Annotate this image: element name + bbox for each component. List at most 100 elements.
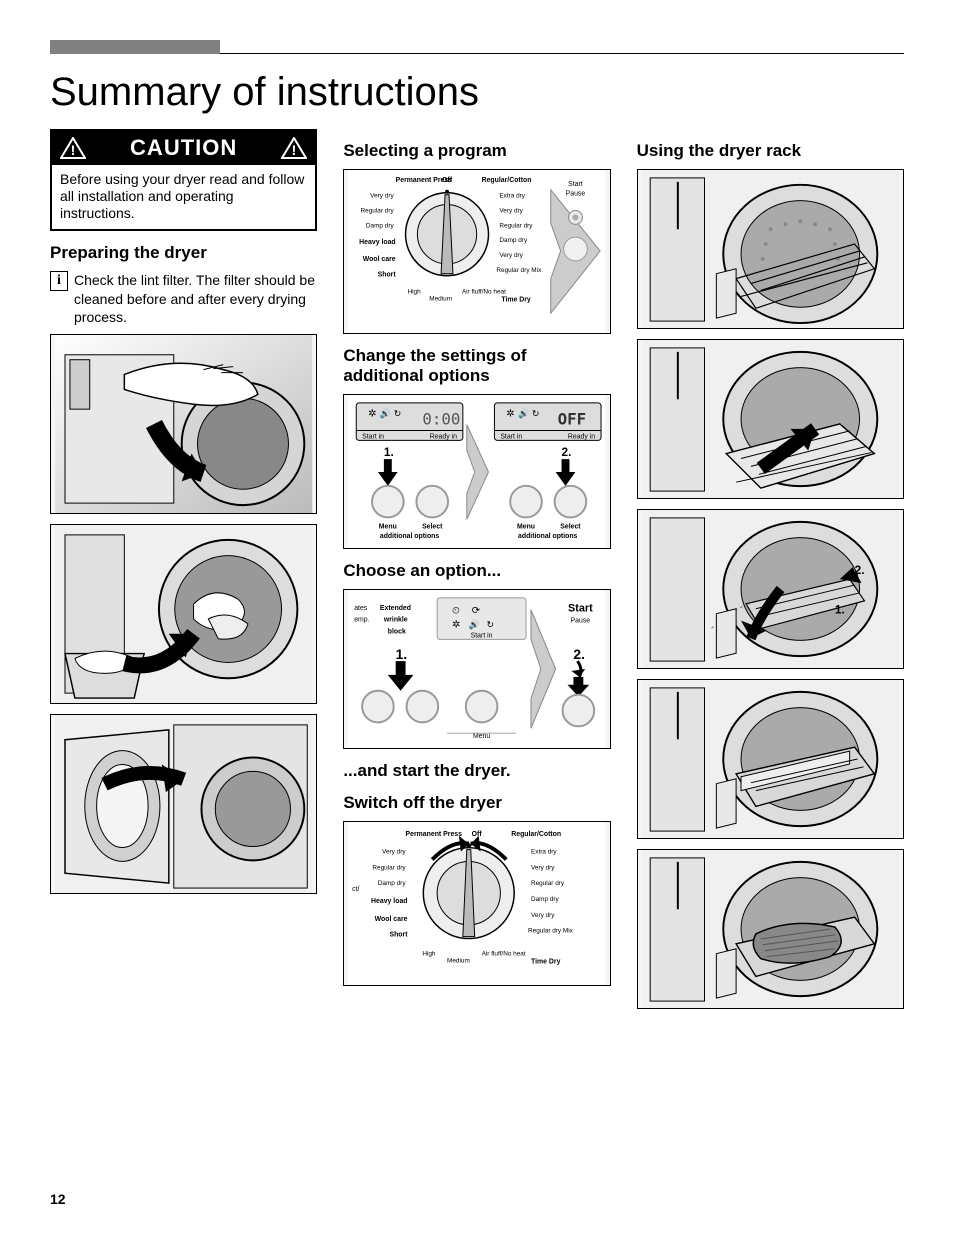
svg-text:Menu: Menu [379, 523, 397, 530]
svg-text:Very dry: Very dry [371, 193, 395, 200]
warning-icon: ! [60, 137, 86, 159]
svg-text:Off: Off [442, 177, 453, 184]
svg-text:OFF: OFF [558, 410, 587, 429]
svg-text:🔊: 🔊 [469, 619, 480, 631]
svg-text:emp.: emp. [355, 617, 370, 624]
svg-text:↻: ↻ [394, 409, 401, 419]
svg-text:ates: ates [355, 605, 369, 612]
svg-text:Regular dry: Regular dry [531, 880, 565, 887]
info-line: i Check the lint filter. The filter shou… [50, 271, 317, 326]
illustration-rack-2 [637, 339, 904, 499]
caution-title: CAUTION [86, 135, 281, 161]
svg-text:Damp dry: Damp dry [366, 222, 395, 229]
svg-text:Permanent Press: Permanent Press [406, 831, 463, 838]
svg-text:Pause: Pause [566, 191, 586, 198]
svg-text:Select: Select [422, 523, 443, 530]
svg-text:Start: Start [568, 603, 593, 615]
illustration-program-dial: Permanent Press Off Regular/Cotton Very … [343, 169, 610, 334]
caution-body: Before using your dryer read and follow … [52, 165, 315, 229]
warning-icon: ! [281, 137, 307, 159]
svg-text:↻: ↻ [487, 620, 494, 630]
svg-text:🔊: 🔊 [380, 408, 391, 420]
svg-text:Start in: Start in [362, 433, 384, 440]
svg-text:Start in: Start in [471, 632, 493, 639]
illustration-close-door [50, 714, 317, 894]
page-title: Summary of instructions [50, 70, 904, 115]
info-text: Check the lint filter. The filter should… [74, 271, 317, 326]
svg-text:ct/: ct/ [353, 886, 360, 893]
svg-text:Off: Off [472, 831, 483, 838]
svg-text:Damp dry: Damp dry [378, 880, 407, 887]
svg-text:Heavy load: Heavy load [371, 898, 407, 905]
svg-text:Regular dry: Regular dry [373, 864, 407, 871]
top-rule [50, 40, 904, 54]
svg-text:Wool care: Wool care [363, 256, 396, 263]
svg-text:Ready in: Ready in [430, 433, 457, 440]
svg-text:Regular dry: Regular dry [361, 207, 395, 214]
svg-text:!: ! [71, 142, 76, 158]
illustration-rack-4 [637, 679, 904, 839]
svg-text:Menu: Menu [517, 523, 535, 530]
svg-text:⏲: ⏲ [452, 606, 460, 617]
heading-choose-option: Choose an option... [343, 561, 610, 581]
caution-box: ! CAUTION ! Before using your dryer read… [50, 129, 317, 231]
svg-text:Regular dry Mix: Regular dry Mix [528, 928, 574, 935]
svg-text:Air fluff/No heat: Air fluff/No heat [482, 950, 526, 957]
svg-text:High: High [423, 950, 437, 957]
illustration-load-clothes [50, 524, 317, 704]
svg-text:1.: 1. [396, 646, 408, 662]
svg-text:Regular/Cotton: Regular/Cotton [482, 177, 532, 184]
svg-text:✲: ✲ [507, 409, 515, 420]
content-columns: ! CAUTION ! Before using your dryer read… [50, 129, 904, 1019]
svg-text:1.: 1. [384, 445, 394, 459]
svg-text:Regular/Cotton: Regular/Cotton [512, 831, 562, 838]
heading-switch-off: Switch off the dryer [343, 793, 610, 813]
svg-text:2.: 2. [562, 445, 572, 459]
svg-text:Medium: Medium [430, 295, 453, 302]
svg-text:Damp dry: Damp dry [531, 896, 560, 903]
svg-text:Wool care: Wool care [375, 916, 408, 923]
svg-text:Extra dry: Extra dry [531, 849, 557, 856]
svg-text:Start: Start [568, 181, 583, 188]
column-1: ! CAUTION ! Before using your dryer read… [50, 129, 317, 1019]
svg-text:Regular dry: Regular dry [500, 222, 534, 229]
heading-dryer-rack: Using the dryer rack [637, 141, 904, 161]
svg-text:block: block [388, 628, 406, 635]
heading-change-settings: Change the settings of additional option… [343, 346, 610, 386]
svg-text:!: ! [292, 142, 297, 158]
svg-text:Pause: Pause [571, 618, 591, 625]
svg-text:Menu: Menu [473, 733, 490, 740]
svg-text:High: High [408, 288, 422, 295]
svg-text:Air fluff/No heat: Air fluff/No heat [462, 288, 506, 295]
svg-text:✲: ✲ [368, 409, 376, 420]
illustration-additional-options: 0:00 ✲ 🔊 ↻ Start in Ready in 1. Menu Sel… [343, 394, 610, 549]
illustration-lint-filter [50, 334, 317, 514]
heading-preparing: Preparing the dryer [50, 243, 317, 263]
svg-text:Medium: Medium [447, 957, 470, 964]
svg-text:Very dry: Very dry [500, 252, 524, 259]
svg-text:Select: Select [561, 523, 582, 530]
svg-text:Damp dry: Damp dry [500, 237, 529, 244]
illustration-switch-off-dial: Permanent Press Off Regular/Cotton Very … [343, 821, 610, 986]
caution-header: ! CAUTION ! [52, 131, 315, 165]
svg-text:Very dry: Very dry [382, 849, 406, 856]
svg-text:✲: ✲ [452, 620, 460, 631]
illustration-rack-5 [637, 849, 904, 1009]
svg-text:Very dry: Very dry [531, 864, 555, 871]
svg-text:🔊: 🔊 [518, 408, 529, 420]
column-3: Using the dryer rack [637, 129, 904, 1019]
svg-text:Heavy load: Heavy load [360, 239, 396, 246]
svg-text:2.: 2. [574, 646, 586, 662]
illustration-choose-start: ates emp. Extended wrinkle block ⏲ ⟳ ✲ 🔊… [343, 589, 610, 749]
svg-text:Very dry: Very dry [500, 207, 524, 214]
svg-text:Time Dry: Time Dry [531, 958, 561, 965]
heading-and-start: ...and start the dryer. [343, 761, 610, 781]
heading-selecting: Selecting a program [343, 141, 610, 161]
svg-text:Extended: Extended [380, 605, 411, 612]
info-icon: i [50, 271, 68, 291]
illustration-rack-3: 1. 2. [637, 509, 904, 669]
page-number: 12 [50, 1191, 66, 1207]
illustration-rack-1 [637, 169, 904, 329]
svg-text:1.: 1. [835, 603, 845, 617]
svg-text:Short: Short [390, 932, 409, 939]
